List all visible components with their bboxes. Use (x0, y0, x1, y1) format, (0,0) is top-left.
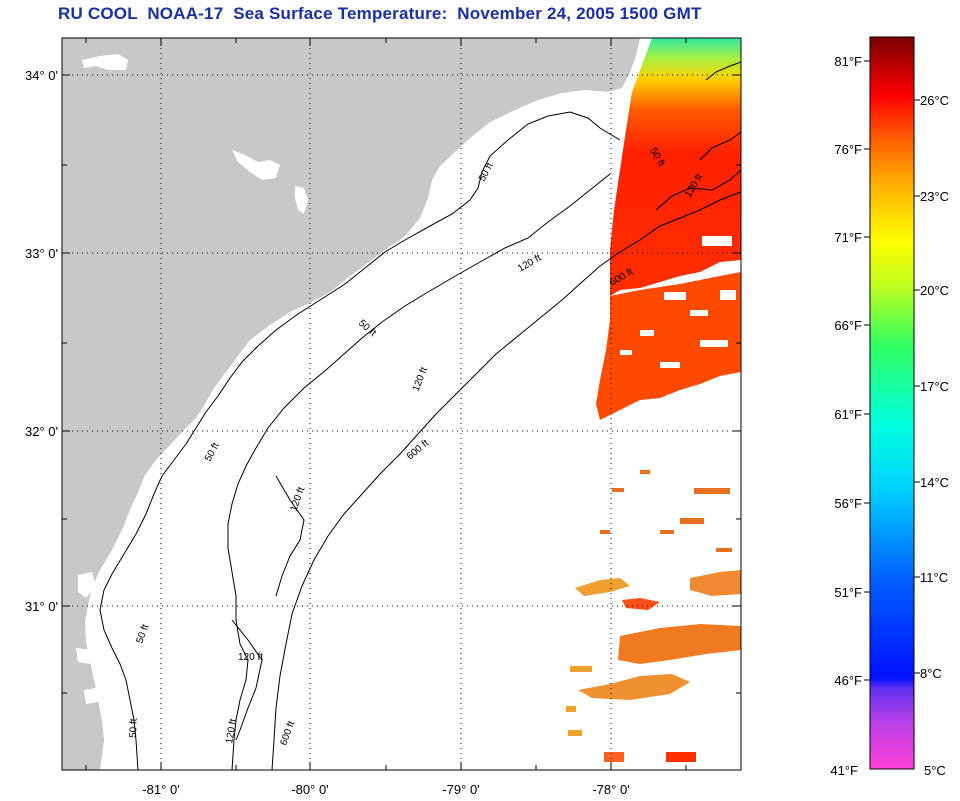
cb-f-71: 71°F (834, 230, 862, 245)
contour-120ft (227, 173, 611, 770)
cb-c-5: 5°C (924, 763, 946, 778)
lon-label-79: -79° 0' (442, 782, 479, 797)
axis-ticks (62, 38, 741, 770)
map-title: RU COOL NOAA-17 Sea Surface Temperature:… (58, 4, 702, 23)
temperature-colorbar: 81°F 76°F 71°F 66°F 61°F 56°F 51°F 46°F … (830, 36, 949, 778)
cb-f-56: 56°F (834, 496, 862, 511)
cb-c-8: 8°C (920, 666, 942, 681)
lon-label-78: -78° 0' (592, 782, 629, 797)
cb-f-66: 66°F (834, 318, 862, 333)
cb-f-41: 41°F (830, 763, 858, 778)
graticule (62, 38, 741, 770)
map-frame (61, 37, 742, 771)
colorbar-fahrenheit-labels: 81°F 76°F 71°F 66°F 61°F 56°F 51°F 46°F … (830, 54, 862, 778)
cb-f-76: 76°F (834, 142, 862, 157)
colorbar-gradient (869, 36, 915, 770)
inland-lakes (76, 54, 308, 704)
lat-label-32: 32° 0' (25, 424, 58, 439)
cb-f-51: 51°F (834, 585, 862, 600)
contour-label-50-e: 50 ft (128, 718, 140, 738)
contour-label-120-d: 120 ft (238, 652, 263, 663)
lat-label-31: 31° 0' (25, 599, 58, 614)
cb-f-46: 46°F (834, 673, 862, 688)
bathymetry-contours (99, 61, 741, 770)
colorbar-celsius-labels: 26°C 23°C 20°C 17°C 14°C 11°C 8°C 5°C (920, 93, 949, 778)
lat-label-33: 33° 0' (25, 246, 58, 261)
lat-label-34: 34° 0' (25, 68, 58, 83)
contour-50ft (99, 111, 621, 770)
land-mass (62, 38, 640, 770)
contour-label-120-e: 120 ft (224, 718, 239, 745)
lon-label-80: -80° 0' (291, 782, 328, 797)
cb-c-26: 26°C (920, 93, 949, 108)
cb-c-14: 14°C (920, 475, 949, 490)
cb-c-17: 17°C (920, 379, 949, 394)
cb-f-81: 81°F (834, 54, 862, 69)
cb-f-61: 61°F (834, 407, 862, 422)
cb-c-23: 23°C (920, 189, 949, 204)
cb-c-11: 11°C (920, 570, 948, 585)
latitude-labels: 34° 0' 33° 0' 32° 0' 31° 0' (25, 68, 58, 614)
cb-c-20: 20°C (920, 283, 949, 298)
longitude-labels: -81° 0' -80° 0' -79° 0' -78° 0' (142, 782, 629, 797)
sst-data-swath (566, 38, 741, 762)
contour-600ft (271, 191, 741, 770)
lon-label-81: -81° 0' (142, 782, 179, 797)
